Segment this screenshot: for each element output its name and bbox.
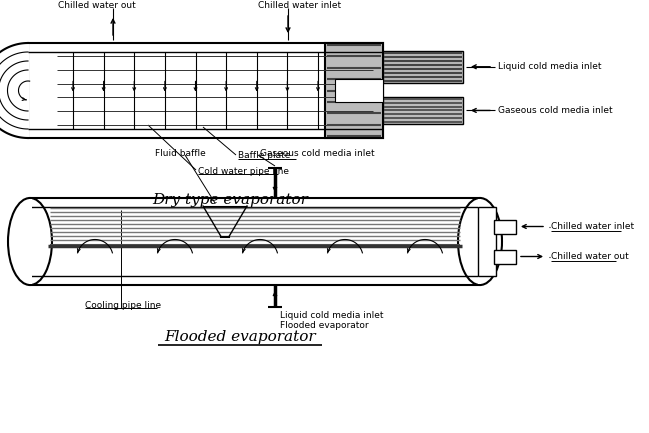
Text: Dry type evaporator: Dry type evaporator: [152, 193, 308, 207]
Text: Liquid cold media inlet: Liquid cold media inlet: [280, 310, 384, 320]
Text: Chilled water inlet: Chilled water inlet: [258, 0, 341, 10]
Text: Flooded evaporator: Flooded evaporator: [280, 321, 369, 330]
Polygon shape: [0, 43, 28, 138]
Text: Chilled water out: Chilled water out: [58, 0, 136, 10]
Bar: [478, 199, 481, 284]
Text: Baffle plate: Baffle plate: [238, 152, 290, 161]
Bar: [28, 43, 383, 138]
Bar: [325, 43, 383, 138]
Bar: [29, 199, 32, 284]
Bar: [383, 97, 463, 124]
Text: Cooling pipe line: Cooling pipe line: [85, 301, 161, 310]
Bar: [494, 249, 516, 264]
Ellipse shape: [8, 198, 52, 285]
Text: Liquid cold media inlet: Liquid cold media inlet: [498, 62, 602, 71]
Text: Gaseous cold media inlet: Gaseous cold media inlet: [498, 106, 613, 115]
Bar: [494, 220, 516, 233]
Text: Chilled water out: Chilled water out: [551, 252, 629, 261]
Bar: [383, 51, 463, 83]
Text: Gaseous cold media inlet: Gaseous cold media inlet: [260, 149, 374, 158]
Text: Chilled water inlet: Chilled water inlet: [551, 222, 634, 231]
Ellipse shape: [458, 198, 502, 285]
Bar: [30, 198, 480, 285]
Text: Flooded evaporator: Flooded evaporator: [164, 330, 316, 344]
Bar: [478, 207, 496, 276]
Text: Fluid baffle: Fluid baffle: [155, 149, 206, 158]
Bar: [335, 79, 383, 102]
Text: Cold water pipe line: Cold water pipe line: [198, 167, 289, 175]
